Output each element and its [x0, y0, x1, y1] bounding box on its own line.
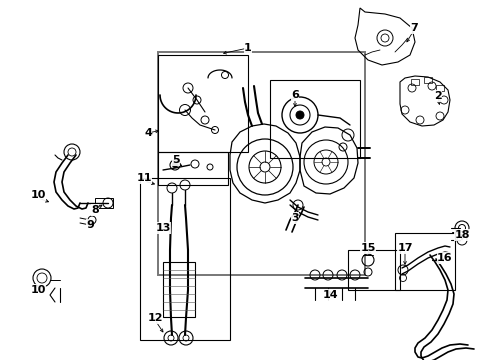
- Text: 9: 9: [86, 220, 94, 230]
- Text: 16: 16: [436, 253, 452, 263]
- Text: 5: 5: [172, 155, 180, 165]
- Bar: [410, 79, 418, 85]
- Bar: [158, 52, 364, 275]
- Bar: [435, 85, 443, 91]
- Circle shape: [172, 162, 177, 167]
- Text: 17: 17: [396, 243, 412, 253]
- Bar: [163, 262, 195, 317]
- Text: 12: 12: [147, 313, 163, 323]
- Text: 7: 7: [409, 23, 417, 33]
- Text: 10: 10: [30, 285, 45, 295]
- Text: 15: 15: [360, 243, 375, 253]
- Text: 13: 13: [155, 223, 170, 233]
- Text: 11: 11: [136, 173, 151, 183]
- Text: 6: 6: [290, 90, 298, 100]
- Bar: [158, 152, 227, 185]
- Text: 18: 18: [453, 230, 469, 240]
- Text: 3: 3: [290, 213, 298, 223]
- Text: 4: 4: [144, 128, 152, 138]
- Circle shape: [295, 111, 304, 119]
- Bar: [394, 233, 454, 290]
- Text: 14: 14: [322, 290, 337, 300]
- Bar: [158, 55, 247, 152]
- Bar: [347, 250, 399, 290]
- Text: 10: 10: [30, 190, 45, 200]
- Bar: [95, 198, 113, 208]
- Bar: [423, 77, 431, 83]
- Text: 1: 1: [244, 43, 251, 53]
- Text: 2: 2: [433, 91, 441, 101]
- Bar: [140, 178, 229, 340]
- Bar: [269, 80, 359, 158]
- Text: 8: 8: [91, 205, 99, 215]
